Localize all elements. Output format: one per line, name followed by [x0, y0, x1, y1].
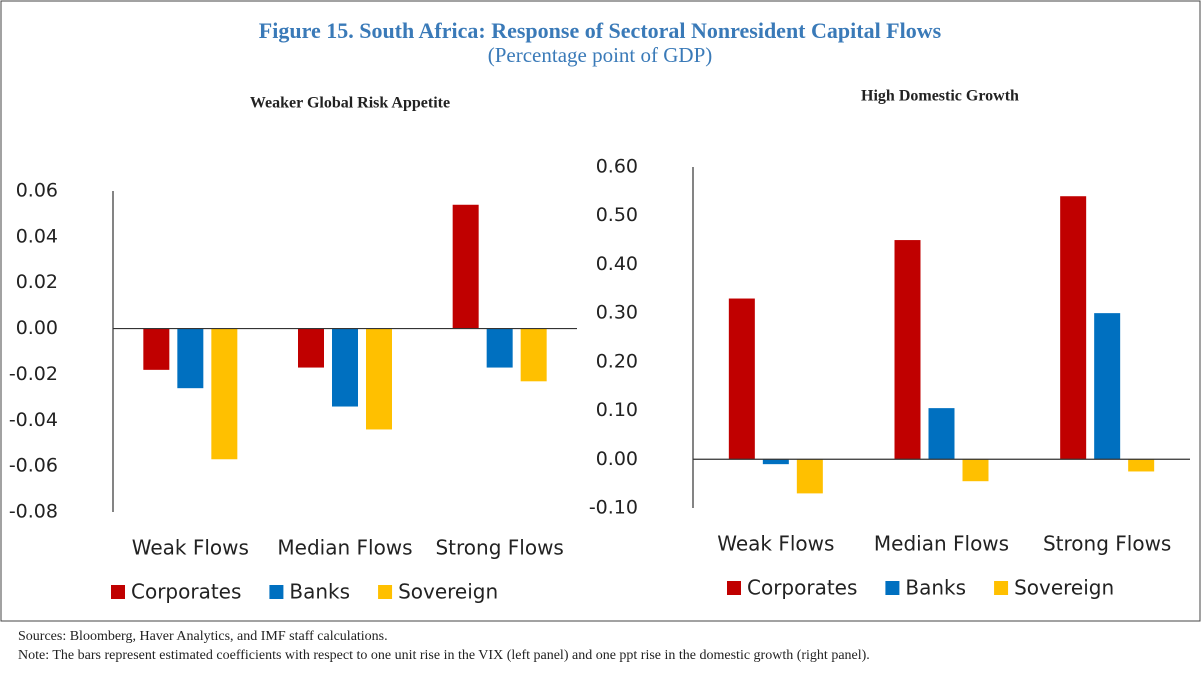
legend-label: Banks [905, 576, 966, 600]
bar [796, 459, 823, 494]
y-tick-label: -0.10 [589, 497, 638, 519]
bar [143, 328, 170, 370]
legend-label: Banks [289, 580, 350, 604]
bar [366, 328, 392, 430]
bar [486, 328, 513, 368]
y-tick-label: 0.00 [596, 448, 638, 470]
y-tick-label: -0.08 [9, 501, 58, 523]
sources: Sources: Bloomberg, Haver Analytics, and… [18, 629, 388, 644]
bar [1060, 196, 1087, 460]
y-tick-label: -0.04 [9, 409, 58, 431]
x-tick-label: Median Flows [277, 536, 412, 560]
y-tick-label: 0.20 [596, 350, 638, 372]
chart-title: High Domestic Growth [861, 88, 1019, 105]
legend-label: Corporates [747, 576, 857, 600]
y-tick-label: 0.10 [596, 399, 638, 421]
bar [962, 459, 989, 482]
bar [452, 204, 479, 329]
figure-border [0, 0, 1201, 622]
bar [211, 328, 238, 460]
legend-swatch [885, 581, 900, 595]
y-tick-label: 0.02 [16, 271, 58, 293]
legend-label: Sovereign [1014, 576, 1114, 600]
legend-swatch [727, 581, 741, 595]
y-tick-label: 0.30 [596, 302, 638, 324]
figure-title: Figure 15. South Africa: Response of Sec… [259, 18, 942, 43]
legend-swatch [269, 585, 284, 599]
figure-subtitle: (Percentage point of GDP) [488, 43, 713, 67]
bar [1128, 459, 1155, 472]
y-tick-label: 0.40 [596, 253, 638, 275]
y-tick-label: 0.00 [16, 317, 58, 339]
legend-swatch [994, 581, 1009, 595]
x-tick-label: Weak Flows [132, 536, 249, 560]
bar [177, 328, 204, 389]
y-tick-label: -0.02 [9, 363, 58, 385]
bar [520, 328, 547, 382]
x-tick-label: Strong Flows [435, 536, 563, 560]
y-tick-label: -0.06 [9, 455, 58, 477]
y-tick-label: 0.60 [596, 156, 638, 178]
legend-label: Corporates [131, 580, 241, 604]
note: Note: The bars represent estimated coeff… [18, 648, 870, 663]
bar [332, 328, 358, 407]
x-tick-label: Median Flows [874, 532, 1009, 556]
bar [762, 459, 789, 465]
bar [928, 408, 955, 460]
legend-swatch [111, 585, 125, 599]
bar [298, 328, 324, 368]
bar [1094, 313, 1121, 460]
x-tick-label: Strong Flows [1043, 532, 1171, 556]
x-tick-label: Weak Flows [717, 532, 834, 556]
bar [728, 298, 755, 460]
legend-swatch [378, 585, 393, 599]
y-tick-label: 0.06 [16, 180, 58, 202]
y-tick-label: 0.04 [16, 225, 58, 247]
bar [894, 240, 921, 460]
y-tick-label: 0.50 [596, 204, 638, 226]
chart-title: Weaker Global Risk Appetite [250, 95, 450, 112]
legend-label: Sovereign [398, 580, 498, 604]
